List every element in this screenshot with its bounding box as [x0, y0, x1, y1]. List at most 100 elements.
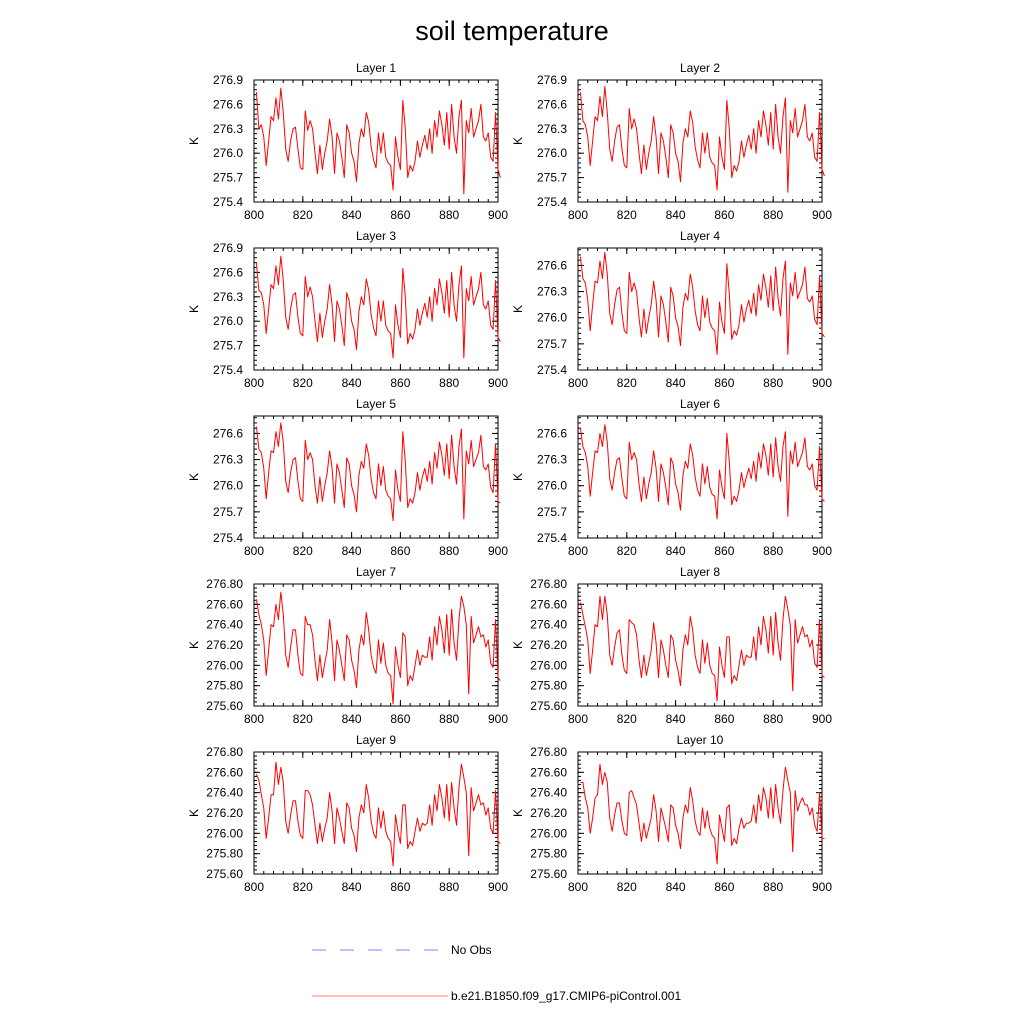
y-tick-label: 276.40	[530, 786, 567, 800]
panel-title: Layer 4	[680, 229, 720, 243]
x-tick-label: 880	[439, 208, 459, 222]
y-tick-label: 276.0	[537, 311, 567, 325]
panel-title: Layer 8	[680, 565, 720, 579]
x-tick-label: 800	[244, 376, 264, 390]
plot-frame	[253, 79, 499, 203]
y-tick-label: 276.6	[213, 97, 243, 111]
x-tick-label: 880	[763, 712, 783, 726]
x-tick-label: 800	[244, 208, 264, 222]
x-tick-label: 820	[617, 376, 637, 390]
y-axis-label: K	[187, 137, 201, 145]
y-tick-label: 276.9	[537, 73, 567, 87]
x-tick-label: 900	[488, 376, 508, 390]
y-tick-label: 276.60	[206, 765, 243, 779]
y-tick-label: 276.9	[213, 73, 243, 87]
x-tick-label: 820	[293, 544, 313, 558]
x-tick-label: 860	[714, 880, 734, 894]
series-line-model	[579, 251, 825, 355]
panel-title: Layer 2	[680, 61, 720, 75]
x-tick-label: 820	[293, 880, 313, 894]
x-tick-label: 860	[714, 712, 734, 726]
x-tick-label: 800	[244, 712, 264, 726]
plot-frame	[577, 79, 823, 203]
x-tick-label: 860	[714, 376, 734, 390]
legend: No Obs b.e21.B1850.f09_g17.CMIP6-piContr…	[312, 943, 681, 1003]
y-tick-label: 276.0	[537, 479, 567, 493]
y-tick-label: 275.4	[213, 363, 243, 377]
y-tick-label: 276.60	[530, 597, 567, 611]
x-tick-label: 800	[568, 880, 588, 894]
y-tick-label: 276.0	[537, 146, 567, 160]
plot-frame	[577, 247, 823, 371]
panel-layer-5: Layer 5 K 800 820 840 860 880 900 275.4 275.7 276.…	[187, 397, 508, 558]
x-tick-label: 860	[390, 712, 410, 726]
plot-frame	[253, 415, 499, 539]
y-tick-label: 276.0	[213, 314, 243, 328]
y-axis-label: K	[187, 809, 201, 817]
x-tick-label: 880	[763, 880, 783, 894]
y-tick-label: 276.40	[206, 618, 243, 632]
x-tick-label: 840	[342, 880, 362, 894]
y-tick-label: 276.00	[206, 658, 243, 672]
y-tick-label: 275.80	[206, 847, 243, 861]
y-axis-label: K	[511, 473, 525, 481]
y-tick-label: 275.60	[206, 867, 243, 881]
figure-title: soil temperature	[415, 16, 609, 46]
y-tick-label: 276.80	[530, 745, 567, 759]
x-tick-label: 840	[666, 880, 686, 894]
x-tick-label: 820	[617, 544, 637, 558]
x-tick-label: 800	[568, 208, 588, 222]
plot-frame	[577, 415, 823, 539]
x-tick-label: 900	[812, 376, 832, 390]
y-tick-label: 276.0	[213, 146, 243, 160]
y-tick-label: 276.40	[206, 786, 243, 800]
y-tick-label: 276.20	[530, 638, 567, 652]
x-tick-label: 880	[439, 712, 459, 726]
legend-label-no-obs: No Obs	[451, 943, 492, 957]
series-line-model	[255, 422, 501, 522]
y-tick-label: 276.3	[213, 453, 243, 467]
panel-title: Layer 9	[356, 733, 396, 747]
y-axis-label: K	[187, 473, 201, 481]
x-tick-label: 800	[568, 712, 588, 726]
panel-layer-2: Layer 2 K 800 820 840 860 880 900 275.4 275.7 276.…	[511, 61, 832, 222]
y-tick-label: 275.60	[206, 699, 243, 713]
panel-layer-10: Layer 10 K 800 820 840 860 880 900 275.60 275.80 2…	[511, 733, 832, 894]
x-tick-label: 900	[812, 544, 832, 558]
y-tick-label: 275.7	[537, 337, 567, 351]
x-tick-label: 860	[390, 376, 410, 390]
panel-layer-3: Layer 3 K 800 820 840 860 880 900 275.4 275.7 276.…	[187, 229, 508, 390]
y-tick-label: 275.7	[537, 505, 567, 519]
y-tick-label: 276.9	[213, 241, 243, 255]
legend-label-model: b.e21.B1850.f09_g17.CMIP6-piControl.001	[451, 989, 681, 1003]
x-tick-label: 820	[617, 208, 637, 222]
y-tick-label: 275.7	[537, 171, 567, 185]
x-tick-label: 840	[666, 208, 686, 222]
series-line-model	[255, 591, 501, 705]
x-tick-label: 820	[293, 712, 313, 726]
y-tick-label: 275.60	[530, 699, 567, 713]
series-line-model	[255, 255, 501, 359]
y-tick-label: 276.20	[530, 806, 567, 820]
x-tick-label: 880	[439, 376, 459, 390]
x-tick-label: 820	[293, 376, 313, 390]
y-tick-label: 276.3	[213, 290, 243, 304]
y-tick-label: 276.80	[530, 577, 567, 591]
x-tick-label: 820	[293, 208, 313, 222]
x-tick-label: 900	[812, 712, 832, 726]
panel-title: Layer 10	[677, 733, 724, 747]
y-tick-label: 276.6	[213, 265, 243, 279]
y-tick-label: 275.7	[213, 339, 243, 353]
x-tick-label: 900	[488, 880, 508, 894]
y-tick-label: 276.6	[537, 258, 567, 272]
y-tick-label: 275.4	[213, 531, 243, 545]
x-tick-label: 840	[342, 544, 362, 558]
x-tick-label: 900	[488, 208, 508, 222]
y-tick-label: 276.40	[530, 618, 567, 632]
panel-layer-9: Layer 9 K 800 820 840 860 880 900 275.60 275.80 27…	[187, 733, 508, 894]
y-axis-label: K	[511, 641, 525, 649]
x-tick-label: 860	[390, 880, 410, 894]
y-tick-label: 276.80	[206, 745, 243, 759]
